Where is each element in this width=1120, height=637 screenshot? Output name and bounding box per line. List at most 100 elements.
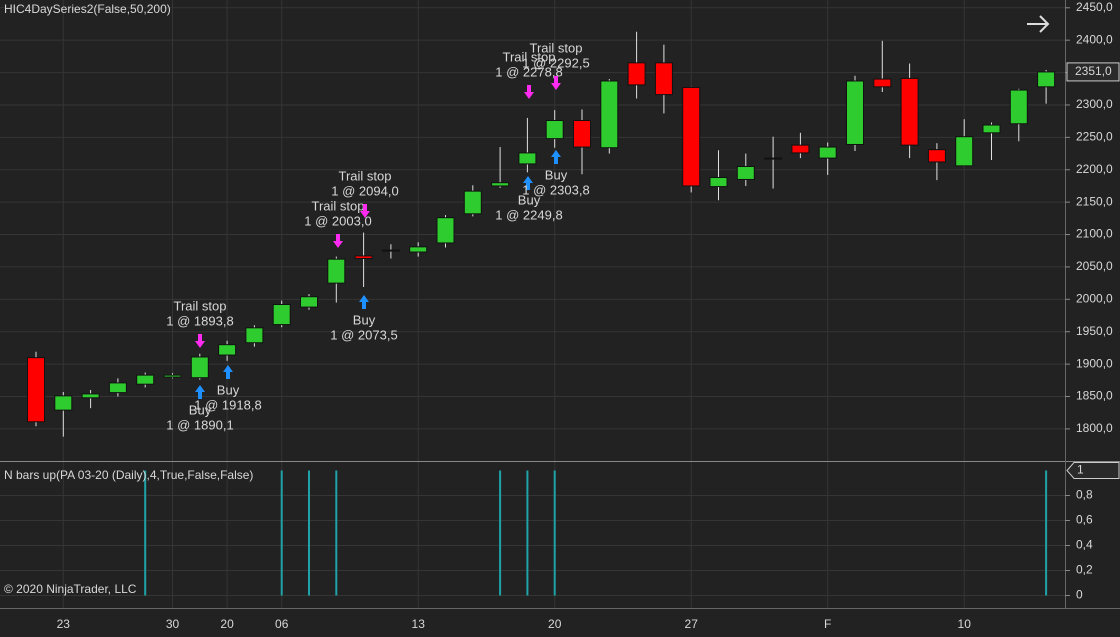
trade-label: 1 @ 2094,0 [331,183,398,198]
y-tick-label: 1850,0 [1076,389,1113,403]
x-tick-label: F [824,617,831,631]
trade-label: Trail stop [503,49,556,64]
bar [526,470,529,596]
trade-label: 1 @ 2249,8 [495,207,562,222]
candle-body [955,136,974,167]
trade-label: Buy [518,192,541,207]
y-tick-label: 2050,0 [1076,259,1113,273]
trade-arrow [360,204,370,218]
trade-label: 1 @ 1918,8 [194,397,261,412]
y-tick-label: 2400,0 [1076,32,1113,46]
candle-body [791,144,810,154]
candle-body [463,190,482,215]
last-value-box [1066,462,1120,479]
candle-body [354,255,373,260]
x-tick-label: 06 [275,617,289,631]
x-tick-label: 27 [685,617,699,631]
candle-body [136,374,155,385]
bar [499,470,502,596]
candle-body [27,357,45,423]
trade-label: 1 @ 2003,0 [304,213,371,228]
trade-label: 1 @ 2292,5 [522,55,589,70]
y-tick-label: 0,8 [1076,488,1093,502]
trade-arrow [223,365,233,379]
trade-label: Buy [217,382,240,397]
x-tick-label: 13 [412,617,426,631]
y-tick-label: 0,6 [1076,513,1093,527]
indicator-title: N bars up(PA 03-20 (Daily),4,True,False,… [4,468,253,482]
y-tick-label: 1950,0 [1076,324,1113,338]
trade-arrow [551,76,561,90]
bar [144,470,147,596]
x-tick-label: 20 [220,617,234,631]
candle-body [54,395,73,411]
candle-body [436,217,455,244]
trade-label: Buy [545,167,568,182]
trade-arrow [524,85,534,99]
copyright: © 2020 NinjaTrader, LLC [4,582,137,596]
last-value-label: 2351,0 [1075,64,1112,78]
candle-body [764,157,783,160]
candle-body [381,249,400,252]
trade-label: Trail stop [174,298,227,313]
x-tick-label: 23 [57,617,71,631]
trade-arrow [195,385,205,399]
last-value-label: 1 [1077,463,1084,477]
y-tick-label: 2200,0 [1076,162,1113,176]
y-tick-label: 1900,0 [1076,356,1113,370]
y-tick-label: 2300,0 [1076,97,1113,111]
candle-body [491,182,510,187]
trade-label: 1 @ 1890,1 [166,417,233,432]
candle-body [518,152,537,165]
candle-body [300,296,318,308]
trade-arrow [523,176,533,190]
y-tick-label: 0,2 [1076,563,1093,577]
candle-body [982,124,1001,134]
candle-body [190,356,209,379]
trade-arrow [551,150,561,164]
x-tick-label: 20 [548,617,562,631]
candle-body [327,258,346,284]
y-tick-label: 2000,0 [1076,291,1113,305]
trade-label: Trail stop [312,198,365,213]
candle-body [846,80,864,145]
bar [335,470,338,596]
bar [308,470,310,596]
candle-body [709,177,728,188]
candle-body [627,62,646,86]
trade-label: 1 @ 1893,8 [166,313,233,328]
candle-body [1037,71,1056,88]
y-tick-label: 2150,0 [1076,194,1113,208]
candle-body [818,146,837,159]
y-tick-label: 2100,0 [1076,227,1113,241]
candle-body [682,86,701,187]
candle-body [1009,89,1028,125]
trade-label: 1 @ 2073,5 [330,327,397,342]
arrow-icon[interactable] [1027,15,1050,33]
candle-body [218,344,237,356]
candle-body [409,246,428,253]
trade-label: 1 @ 2303,8 [522,182,589,197]
bar [1045,470,1048,596]
candle-body [900,77,919,146]
candle-body [873,78,892,88]
trade-arrow [359,295,369,309]
trade-label: Trail stop [339,168,392,183]
candle-body [245,327,264,344]
y-tick-label: 1800,0 [1076,421,1113,435]
y-tick-label: 0 [1076,588,1083,602]
trade-label: Buy [189,402,212,417]
trade-arrow [195,334,205,348]
candle-body [736,166,755,180]
x-tick-label: 30 [166,617,180,631]
y-tick-label: 2450,0 [1076,0,1113,14]
bar [280,470,283,596]
y-tick-label: 0,4 [1076,538,1093,552]
trade-label: 1 @ 2278,8 [495,64,562,79]
candle-body [163,374,182,378]
candle-body [600,80,619,149]
chart-title: HIC4DaySeries2(False,50,200) [4,2,171,16]
